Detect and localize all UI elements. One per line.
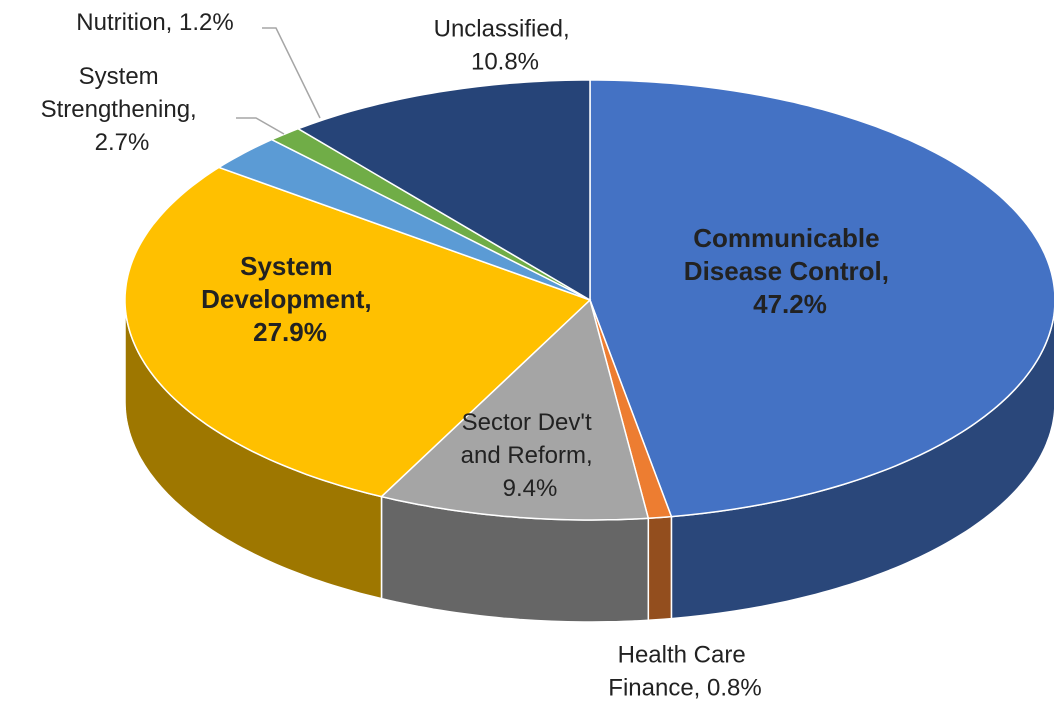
label-line: Health Care (618, 642, 753, 669)
label-line: Sector Dev't (462, 409, 599, 436)
label-line: 47.2% (753, 289, 827, 319)
data-label: Nutrition, 1.2% (76, 9, 233, 36)
slice (589, 79, 1054, 518)
label-line: Finance, 0.8% (608, 675, 761, 702)
data-label: Health Care Finance, 0.8% (608, 642, 761, 702)
leader-line (236, 117, 285, 135)
label-line: System (79, 63, 166, 90)
slice (296, 79, 591, 302)
data-label: Sector Dev't and Reform, 9.4% (461, 409, 600, 502)
data-label: Unclassified, 10.8% (434, 16, 577, 76)
slice (124, 166, 592, 498)
label-line: 27.9% (253, 317, 327, 347)
label-line: System (240, 251, 340, 281)
slice-side (647, 515, 673, 622)
data-label: Communicable Disease Control, 47.2% (684, 223, 896, 319)
label-line: Disease Control, (684, 256, 896, 286)
slice (379, 298, 650, 521)
label-line: Unclassified, (434, 16, 577, 43)
label-line: 2.7% (95, 129, 150, 156)
leader-line (262, 27, 321, 119)
slice (269, 127, 591, 301)
slice (217, 138, 591, 301)
label-line: 9.4% (503, 475, 558, 502)
label-line: 10.8% (471, 49, 539, 76)
label-line: Development, (201, 284, 379, 314)
label-line: Strengthening, (41, 96, 204, 123)
label-line: Nutrition, 1.2% (76, 9, 233, 36)
label-line: and Reform, (461, 442, 600, 469)
label-line: Communicable (693, 223, 887, 253)
data-label: System Development, 27.9% (201, 251, 379, 347)
data-label: System Strengthening, 2.7% (41, 63, 204, 156)
